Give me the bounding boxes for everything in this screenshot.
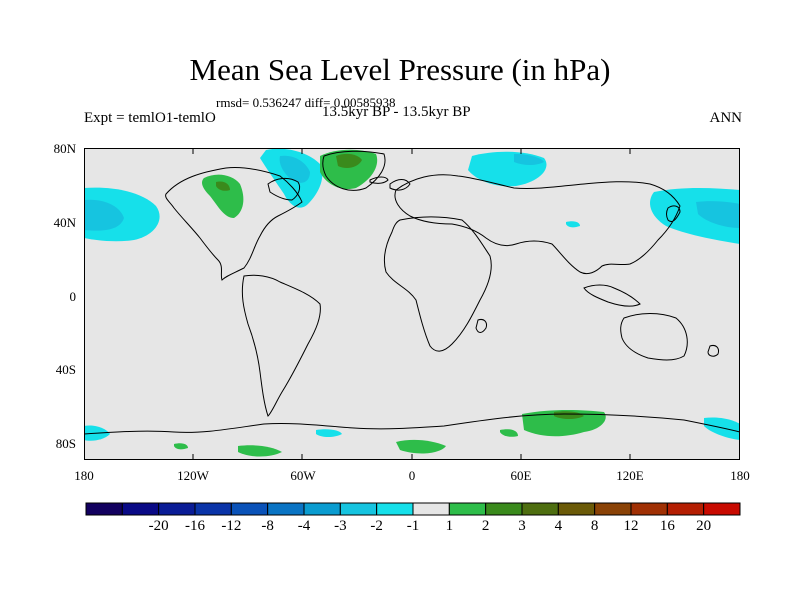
britain-outline [389,179,411,191]
colorbar-box-14 [594,502,632,516]
positive-anomaly-weddell [396,439,446,454]
colorbar-box-8 [376,502,414,516]
colorbar-box-0 [85,502,123,516]
south-america-outline [241,274,321,417]
positive-anomaly-small-1 [500,429,518,437]
greenland-outline [322,150,386,191]
period-label: 13.5kyr BP - 13.5kyr BP [322,104,471,120]
lat-label-40s: 40S [55,362,76,377]
positive-anomaly-east-antarctica [522,410,606,437]
positive-anomaly-hudson-core [216,181,230,191]
colorbar-label-12: 8 [590,518,599,534]
lat-label-80s: 80S [55,436,76,451]
colorbar-label-5: -3 [334,518,347,534]
lon-label-120e: 120E [616,468,644,483]
colorbar-label-13: 12 [623,518,639,534]
experiment-label: Expt = temlO1-temlO [84,110,216,126]
negative-anomaly-labrador-core [279,155,310,183]
colorbar-label-0: -20 [148,518,169,534]
colorbar-box-17 [703,502,741,516]
colorbar-box-6 [303,502,341,516]
lon-label-120w: 120W [177,468,209,483]
positive-anomaly-hudson-bay [202,174,244,218]
positive-anomaly-amundsen [238,445,282,457]
new-zealand-outline [707,345,719,357]
colorbar-label-15: 20 [696,518,712,534]
world-map [84,148,740,460]
iceland-outline [369,176,389,184]
colorbar-label-10: 3 [518,518,526,534]
lon-label-60e: 60E [510,468,532,483]
africa-outline [383,216,492,352]
map-title: Mean Sea Level Pressure (in hPa) [189,52,611,87]
north-america-outline [165,167,303,281]
lon-label-180e: 180 [730,468,750,483]
colorbar-box-16 [666,502,705,516]
colorbar-box-7 [339,502,378,516]
colorbar-label-9: 2 [481,518,490,534]
positive-anomaly-greenland [320,149,378,190]
negative-anomaly-north-pacific-east-core [696,201,740,228]
colorbar-label-2: -12 [221,518,242,534]
colorbar-box-15 [630,502,668,516]
negative-anomaly-barents-core [514,154,544,165]
coastlines [84,150,740,435]
madagascar-outline [475,319,487,333]
indonesia-outline [583,284,641,307]
negative-anomaly-antarctic-east [704,417,740,440]
eurasia-outline [394,174,681,275]
positive-anomaly-east-antarctica-core [554,411,584,419]
lon-label-0: 0 [408,468,416,483]
colorbar-label-1: -16 [185,518,205,534]
colorbar-box-10 [448,502,487,516]
positive-anomaly-greenland-core [336,153,362,168]
positive-anomaly-ross-small [174,443,188,450]
japan-outline [666,205,681,223]
colorbar [85,502,741,516]
map-background [84,148,740,460]
colorbar-box-12 [521,502,559,516]
colorbar-box-1 [121,502,160,516]
lat-label-40n: 40N [53,215,76,230]
lon-label-180w: 180 [74,468,94,483]
colorbar-label-4: -4 [297,518,311,534]
negative-anomaly-antarctic-mid [316,429,342,437]
colorbar-box-3 [194,502,232,516]
lat-label-80n: 80N [53,141,76,156]
colorbar-box-5 [267,502,305,516]
lon-label-60w: 60W [290,468,316,483]
antarctica-outline [84,413,740,435]
colorbar-label-3: -8 [261,518,274,534]
axis-ticks [192,148,631,460]
colorbar-box-2 [158,502,196,516]
hudson-bay-outline [267,177,301,201]
negative-anomaly-north-pacific-core [84,199,124,231]
colorbar-box-4 [230,502,269,516]
anomaly-shading [84,148,740,457]
colorbar-label-8: 1 [445,518,454,534]
stats-text: rmsd= 0.536247 diff= 0.00585938 [216,95,396,110]
colorbar-box-9 [412,502,450,516]
season-label: ANN [709,110,743,126]
lat-label-0: 0 [69,289,77,304]
colorbar-label-6: -2 [370,518,383,534]
colorbar-box-13 [557,502,596,516]
colorbar-label-14: 16 [659,518,675,534]
colorbar-label-7: -1 [406,518,420,534]
negative-anomaly-small-1 [566,221,580,228]
australia-outline [620,313,688,361]
colorbar-label-11: 4 [554,518,563,534]
colorbar-box-11 [485,502,523,516]
